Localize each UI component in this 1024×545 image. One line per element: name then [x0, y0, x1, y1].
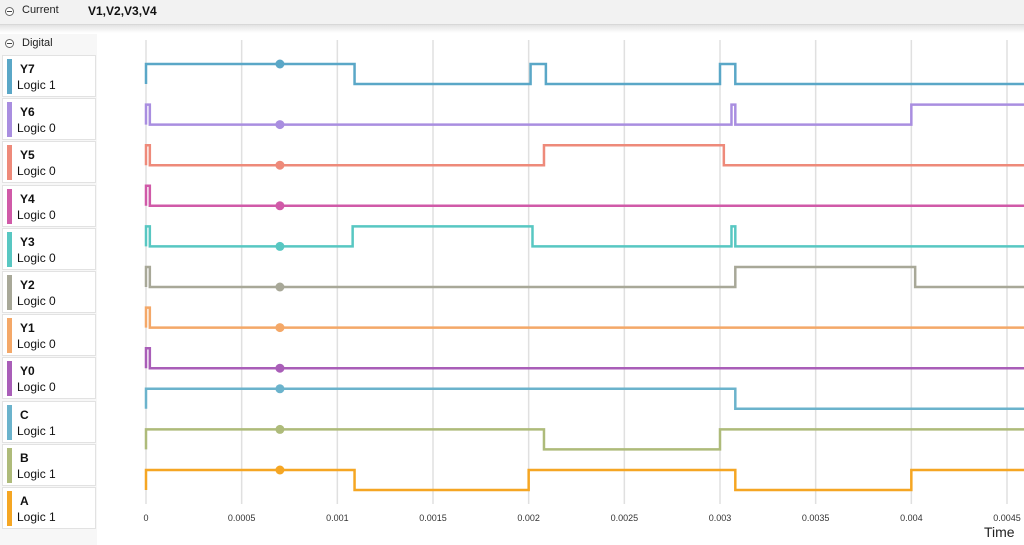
channel-name: Y0: [20, 364, 35, 379]
channel-color-swatch: [7, 231, 12, 267]
trace-y2: [144, 265, 1024, 289]
x-tick-label: 0.004: [900, 513, 923, 523]
channel-row-y3[interactable]: Y3 Logic 0: [2, 227, 96, 270]
collapse-circle-icon[interactable]: [5, 39, 14, 48]
cursor-dot-y6: [275, 120, 285, 130]
cursor-dot-y0: [275, 363, 285, 373]
x-tick-label: 0.0045: [993, 513, 1021, 523]
channel-state: Logic 0: [17, 380, 56, 395]
cursor-dot-y5: [275, 160, 285, 170]
cursor-dot-y2: [275, 282, 285, 292]
x-axis-label: Time: [984, 524, 1015, 540]
cursor-markers: [275, 59, 285, 475]
trace-y0: [144, 346, 1024, 370]
channel-state: Logic 0: [17, 164, 56, 179]
trace-y7: [144, 62, 1024, 86]
top-bar: Current V1,V2,V3,V4: [0, 0, 1024, 25]
x-tick-label: 0.002: [517, 513, 540, 523]
channel-row-y2[interactable]: Y2 Logic 0: [2, 271, 96, 313]
trace-c: [144, 387, 1024, 411]
channel-color-swatch: [7, 59, 12, 94]
x-tick-label: 0.003: [709, 513, 732, 523]
trace-y1: [144, 306, 1024, 329]
channel-color-swatch: [7, 404, 12, 440]
current-label: Current: [22, 4, 59, 16]
channel-color-swatch: [7, 447, 12, 483]
x-tick-label: 0.0015: [419, 513, 447, 523]
channel-name: Y5: [20, 148, 35, 163]
grid-lines: [145, 40, 1008, 504]
channel-state: Logic 0: [17, 337, 56, 352]
cursor-dot-y3: [275, 241, 285, 251]
channel-state: Logic 1: [17, 78, 56, 92]
channel-name: B: [20, 450, 29, 465]
trace-a: [144, 468, 1024, 492]
waveform-plot[interactable]: 0 0.0005 0.001 0.0015 0.002 0.0025 0.003 0.0035…: [97, 34, 1024, 545]
trace-b: [144, 428, 1024, 451]
digital-section-header[interactable]: Digital: [0, 34, 97, 52]
waveform-traces: [144, 62, 1024, 492]
channel-name: Y3: [20, 234, 35, 249]
channel-row-c[interactable]: C Logic 1: [2, 400, 96, 443]
channel-color-swatch: [7, 102, 12, 138]
channel-row-y0[interactable]: Y0 Logic 0: [2, 357, 96, 400]
channel-state: Logic 0: [17, 207, 56, 222]
channel-color-swatch: [7, 145, 12, 181]
channel-color-swatch: [7, 275, 12, 310]
cursor-dot-a: [275, 465, 285, 475]
trace-y3: [144, 225, 1024, 248]
channel-row-y1[interactable]: Y1 Logic 0: [2, 314, 96, 357]
channel-state: Logic 1: [17, 423, 56, 438]
channel-color-swatch: [7, 361, 12, 397]
channel-color-swatch: [7, 188, 12, 224]
channel-name: Y6: [20, 105, 35, 120]
header-shadow: [0, 25, 1024, 33]
channel-state: Logic 0: [17, 294, 56, 308]
channel-color-swatch: [7, 318, 12, 354]
cursor-dot-y1: [275, 323, 285, 333]
channel-row-y7[interactable]: Y7 Logic 1: [2, 55, 96, 97]
cursor-dot-c: [275, 384, 285, 394]
cursor-dot-b: [275, 424, 285, 434]
channel-name: Y4: [20, 191, 35, 206]
x-tick-label: 0.001: [326, 513, 349, 523]
x-axis-ticks: 0 0.0005 0.001 0.0015 0.002 0.0025 0.003 0.0035…: [143, 513, 1020, 523]
x-tick-label: 0.0025: [611, 513, 639, 523]
channel-row-y6[interactable]: Y6 Logic 0: [2, 98, 96, 141]
channel-name: A: [20, 494, 29, 508]
channel-row-y5[interactable]: Y5 Logic 0: [2, 141, 96, 184]
channel-row-y4[interactable]: Y4 Logic 0: [2, 184, 96, 227]
channel-name: Y7: [20, 62, 35, 76]
trace-y5: [144, 143, 1024, 167]
channel-state: Logic 1: [17, 466, 56, 481]
digital-label: Digital: [22, 37, 53, 49]
cursor-dot-y4: [275, 201, 285, 211]
x-tick-label: 0.0005: [228, 513, 256, 523]
channel-row-b[interactable]: B Logic 1: [2, 443, 96, 486]
trace-y4: [144, 184, 1024, 208]
channel-sidebar: Digital Y7 Logic 1 Y6 Logic 0 Y5 Logic 0 Y4 Log…: [0, 34, 97, 545]
collapse-circle-icon[interactable]: [5, 7, 14, 16]
x-tick-label: 0: [143, 513, 148, 523]
channel-name: C: [20, 407, 29, 422]
channel-name: Y1: [20, 321, 35, 336]
trace-y6: [144, 103, 1024, 126]
channel-state: Logic 1: [17, 510, 56, 524]
x-tick-label: 0.0035: [802, 513, 830, 523]
channel-name: Y2: [20, 278, 35, 292]
cursor-dot-y7: [275, 59, 285, 69]
channel-color-swatch: [7, 491, 12, 526]
channel-state: Logic 0: [17, 121, 56, 136]
channel-row-a[interactable]: A Logic 1: [2, 487, 96, 529]
channel-state: Logic 0: [17, 250, 56, 265]
current-value: V1,V2,V3,V4: [88, 4, 157, 18]
